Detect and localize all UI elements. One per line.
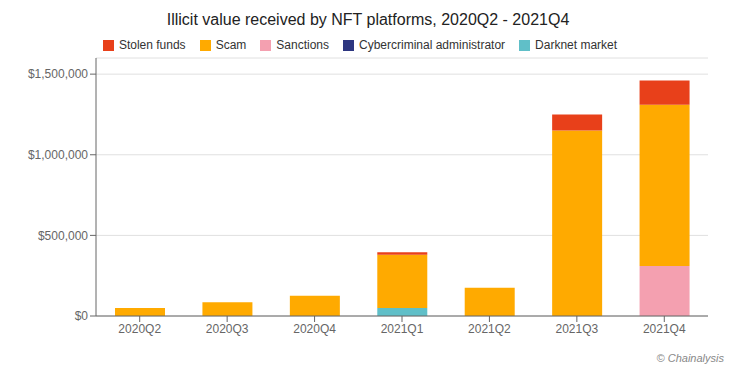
html-text:Darknet market: Darknet market — [535, 38, 618, 52]
svg-text:2021Q4: 2021Q4 — [643, 322, 686, 336]
svg-text:$500,000: $500,000 — [38, 229, 88, 243]
svg-text:$1,000,000: $1,000,000 — [28, 148, 88, 162]
svg-text:2021Q3: 2021Q3 — [556, 322, 599, 336]
html-text:Stolen funds: Stolen funds — [118, 38, 186, 52]
html-text:© Chainalysis: © Chainalysis — [656, 352, 724, 364]
svg-text:$0: $0 — [75, 309, 89, 323]
html-text:Sanctions: Sanctions — [276, 38, 329, 52]
svg-text:2020Q2: 2020Q2 — [118, 322, 161, 336]
svg-text:$1,500,000: $1,500,000 — [28, 67, 88, 81]
html-text:Scam: Scam — [215, 38, 247, 52]
svg-text:2020Q4: 2020Q4 — [293, 322, 336, 336]
svg-text:2021Q2: 2021Q2 — [468, 322, 511, 336]
html-text:Illicit value received by NFT: Illicit value received by NFT platforms,… — [166, 11, 570, 28]
html-text:Cybercriminal administrator: Cybercriminal administrator — [359, 38, 506, 52]
svg-text:2021Q1: 2021Q1 — [381, 322, 424, 336]
svg-text:2020Q3: 2020Q3 — [206, 322, 249, 336]
